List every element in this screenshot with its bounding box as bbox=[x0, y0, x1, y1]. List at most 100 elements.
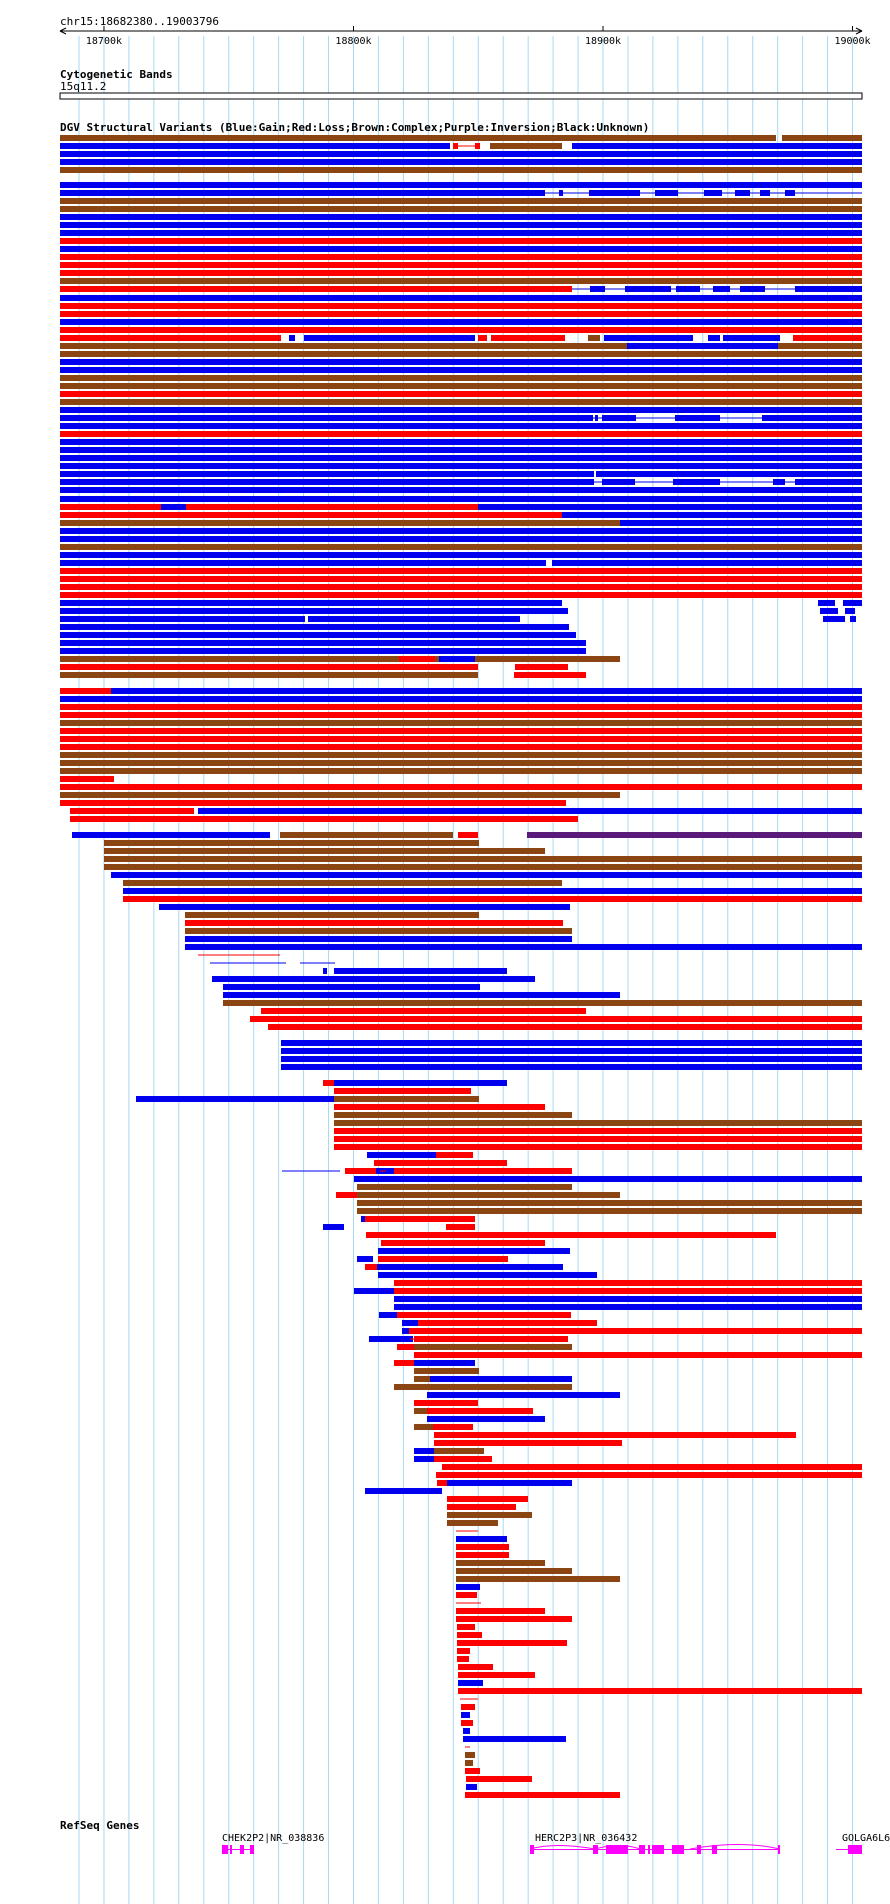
variant-loss[interactable] bbox=[456, 1608, 545, 1614]
variant-loss[interactable] bbox=[397, 1344, 414, 1350]
variant-gain[interactable] bbox=[439, 656, 475, 662]
variant-loss[interactable] bbox=[60, 270, 862, 276]
variant-complex[interactable] bbox=[60, 383, 862, 389]
variant-loss[interactable] bbox=[60, 784, 862, 790]
variant-gain[interactable] bbox=[625, 286, 671, 292]
variant-loss[interactable] bbox=[793, 335, 862, 341]
variant-gain[interactable] bbox=[796, 512, 862, 518]
gene-exon[interactable] bbox=[778, 1845, 780, 1854]
variant-loss[interactable] bbox=[515, 664, 568, 670]
variant-complex[interactable] bbox=[60, 768, 862, 774]
variant-loss[interactable] bbox=[70, 808, 194, 814]
variant-complex[interactable] bbox=[60, 206, 862, 212]
variant-gain[interactable] bbox=[602, 479, 635, 485]
variant-loss[interactable] bbox=[491, 335, 565, 341]
variant-loss[interactable] bbox=[60, 704, 862, 710]
gene-exon[interactable] bbox=[230, 1845, 232, 1854]
variant-gain[interactable] bbox=[506, 504, 862, 510]
variant-loss[interactable] bbox=[70, 816, 578, 822]
variant-gain[interactable] bbox=[60, 214, 862, 220]
variant-complex[interactable] bbox=[223, 1000, 862, 1006]
variant-loss[interactable] bbox=[60, 262, 862, 268]
variant-gain[interactable] bbox=[427, 1392, 620, 1398]
gene-exon[interactable] bbox=[240, 1845, 244, 1854]
variant-gain[interactable] bbox=[60, 471, 594, 477]
variant-gain[interactable] bbox=[843, 600, 862, 606]
variant-loss[interactable] bbox=[465, 1792, 620, 1798]
variant-gain[interactable] bbox=[323, 1224, 344, 1230]
variant-loss[interactable] bbox=[461, 1720, 473, 1726]
variant-gain[interactable] bbox=[414, 1456, 434, 1462]
variant-complex[interactable] bbox=[456, 1576, 620, 1582]
variant-loss[interactable] bbox=[60, 800, 566, 806]
gene-exon[interactable] bbox=[639, 1845, 645, 1854]
variant-gain[interactable] bbox=[223, 984, 480, 990]
variant-gain[interactable] bbox=[60, 319, 862, 325]
variant-gain[interactable] bbox=[713, 286, 730, 292]
variant-gain[interactable] bbox=[159, 904, 570, 910]
variant-loss[interactable] bbox=[378, 1256, 508, 1262]
gene-exon[interactable] bbox=[848, 1845, 862, 1854]
variant-complex[interactable] bbox=[280, 832, 453, 838]
variant-gain[interactable] bbox=[365, 1488, 442, 1494]
variant-gain[interactable] bbox=[773, 479, 785, 485]
variant-loss[interactable] bbox=[447, 1504, 516, 1510]
variant-gain[interactable] bbox=[655, 190, 678, 196]
variant-loss[interactable] bbox=[457, 1656, 469, 1662]
variant-gain[interactable] bbox=[762, 415, 862, 421]
variant-loss[interactable] bbox=[334, 1088, 471, 1094]
variant-complex[interactable] bbox=[414, 1368, 479, 1374]
variant-loss[interactable] bbox=[397, 1312, 571, 1318]
variant-loss[interactable] bbox=[60, 327, 862, 333]
variant-gain[interactable] bbox=[60, 487, 862, 493]
variant-gain[interactable] bbox=[427, 1416, 545, 1422]
variant-gain[interactable] bbox=[811, 560, 862, 566]
variant-gain[interactable] bbox=[123, 688, 862, 694]
variant-gain[interactable] bbox=[281, 1048, 862, 1054]
variant-gain[interactable] bbox=[136, 1096, 334, 1102]
variant-loss[interactable] bbox=[60, 311, 862, 317]
gene-exon[interactable] bbox=[648, 1845, 650, 1854]
variant-gain[interactable] bbox=[354, 1176, 862, 1182]
variant-complex[interactable] bbox=[104, 864, 862, 870]
variant-complex[interactable] bbox=[434, 1448, 484, 1454]
variant-loss[interactable] bbox=[394, 1360, 414, 1366]
variant-gain[interactable] bbox=[463, 1728, 470, 1734]
variant-complex[interactable] bbox=[357, 1200, 862, 1206]
variant-loss[interactable] bbox=[458, 1672, 535, 1678]
cytoband-bar[interactable] bbox=[59, 92, 863, 100]
variant-gain[interactable] bbox=[845, 608, 855, 614]
variant-loss[interactable] bbox=[457, 1640, 567, 1646]
variant-gain[interactable] bbox=[590, 286, 605, 292]
gene-exon[interactable] bbox=[250, 1845, 254, 1854]
variant-gain[interactable] bbox=[60, 447, 862, 453]
variant-loss[interactable] bbox=[414, 1352, 862, 1358]
variant-gain[interactable] bbox=[785, 190, 795, 196]
variant-loss[interactable] bbox=[456, 1552, 509, 1558]
variant-loss[interactable] bbox=[457, 1648, 470, 1654]
variant-loss[interactable] bbox=[418, 1320, 597, 1326]
variant-gain[interactable] bbox=[281, 1040, 862, 1046]
variant-complex[interactable] bbox=[60, 760, 862, 766]
variant-complex[interactable] bbox=[447, 1512, 532, 1518]
variant-gain[interactable] bbox=[60, 696, 862, 702]
variant-loss[interactable] bbox=[434, 1456, 492, 1462]
variant-gain[interactable] bbox=[735, 190, 750, 196]
variant-gain[interactable] bbox=[60, 552, 862, 558]
variant-loss[interactable] bbox=[60, 712, 862, 718]
variant-gain[interactable] bbox=[60, 359, 862, 365]
variant-loss[interactable] bbox=[514, 672, 586, 678]
variant-loss[interactable] bbox=[186, 504, 478, 510]
variant-complex[interactable] bbox=[490, 143, 562, 149]
variant-loss[interactable] bbox=[414, 1336, 568, 1342]
variant-gain[interactable] bbox=[123, 888, 862, 894]
variant-gain[interactable] bbox=[323, 968, 327, 974]
variant-complex[interactable] bbox=[414, 1408, 427, 1414]
variant-gain[interactable] bbox=[589, 190, 640, 196]
variant-gain[interactable] bbox=[60, 496, 862, 502]
gene-exon[interactable] bbox=[712, 1845, 717, 1854]
variant-complex[interactable] bbox=[414, 1384, 572, 1390]
variant-gain[interactable] bbox=[60, 230, 862, 236]
variant-gain[interactable] bbox=[552, 560, 811, 566]
variant-loss[interactable] bbox=[427, 1408, 533, 1414]
